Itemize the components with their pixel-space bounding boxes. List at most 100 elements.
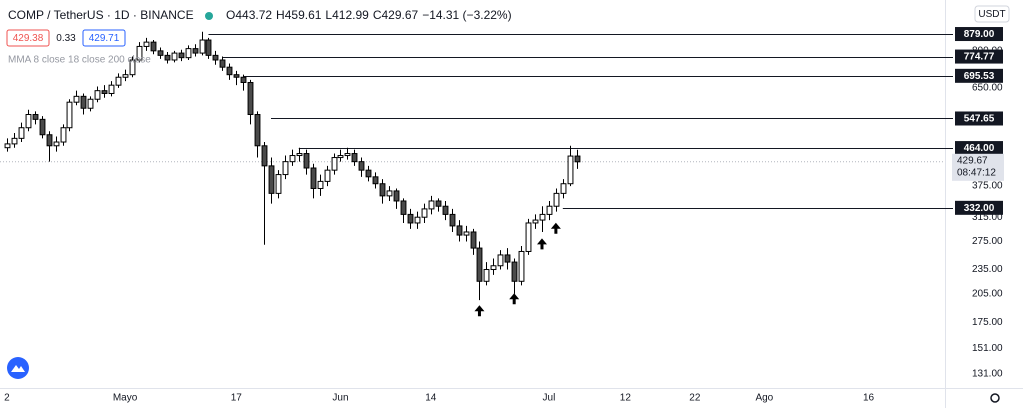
candle-body (400, 200, 407, 215)
y-tick-label: 175.00 (972, 317, 1003, 328)
candle-body (317, 180, 324, 189)
candle-body (53, 141, 60, 147)
level-price-box (955, 111, 1003, 126)
candle-body (504, 254, 511, 263)
candle-body (289, 155, 296, 163)
quote-label: H (276, 8, 285, 22)
y-tick-label: 131.00 (972, 368, 1003, 379)
overlay: COMP / TetherUS · 1D · BINANCE O443.72 H4… (6, 5, 1010, 403)
x-tick-label: Jun (332, 393, 348, 404)
quote-value: 429.67 (381, 8, 418, 22)
candle-body (435, 200, 442, 207)
candle-body (87, 98, 94, 109)
candle-body (66, 101, 73, 129)
candle-body (122, 74, 129, 78)
currency: USDT (978, 9, 1005, 20)
candle-body (476, 247, 483, 282)
last-price-label: 429.67 (957, 155, 988, 166)
y-tick-label: 315.00 (972, 212, 1003, 223)
level-price-box (955, 68, 1003, 83)
candle-body (490, 265, 497, 271)
currency-box[interactable] (974, 5, 1010, 23)
candle-body (324, 169, 331, 182)
candle-body (268, 165, 275, 194)
quote-value: 459.61 (285, 8, 322, 22)
candle-body (442, 205, 449, 215)
candle-body (553, 192, 560, 207)
ask-price: 429.71 (89, 33, 120, 44)
indicator-label: MMA 8 close 18 close 200 close (8, 55, 151, 66)
candle-body (226, 66, 233, 76)
level-price-box (955, 200, 1003, 215)
candle-body (428, 200, 435, 210)
candle-body (150, 41, 157, 52)
quote-change: −14.31 (−3.22%) (422, 8, 511, 22)
quote-label: C (373, 8, 382, 22)
candle-body (560, 183, 567, 194)
candle-body (358, 161, 365, 171)
candle-body (46, 134, 53, 147)
candle-body (532, 219, 539, 224)
settings-icon[interactable] (990, 393, 1000, 403)
candle-body (254, 114, 261, 147)
candle-body (108, 84, 115, 94)
candle-body (372, 176, 379, 185)
candle-body (233, 74, 240, 78)
candle-body (240, 76, 247, 83)
candle-body (574, 155, 581, 163)
candle-body (101, 90, 108, 94)
candle-body (337, 155, 344, 159)
level-price-label: 774.77 (964, 52, 995, 63)
candle-body (219, 59, 226, 68)
candle-body (25, 114, 32, 129)
quote-label: L (325, 8, 332, 22)
candle-body (192, 48, 199, 54)
level-price-label: 332.00 (964, 203, 995, 214)
level-price-box (955, 141, 1003, 156)
spread: 0.33 (56, 33, 76, 44)
quote-value: 412.99 (332, 8, 369, 22)
candle-body (39, 118, 46, 136)
candle-body (463, 231, 470, 236)
quote-value: 443.72 (235, 8, 272, 22)
candle-body (414, 216, 421, 224)
level-price-box (955, 27, 1003, 42)
symbol-title: COMP / TetherUS · 1D · BINANCE (8, 8, 194, 22)
plot: 131.00 151.00 175.00 205.00 235.00 275.00 315.… (0, 27, 1004, 404)
candle-body (199, 39, 206, 54)
candle-body (80, 95, 87, 109)
candle-body (497, 254, 504, 267)
arrow-marker (509, 293, 520, 305)
y-tick-label: 375.00 (972, 181, 1003, 192)
x-tick-label: 17 (231, 393, 243, 404)
y-tick-label: 275.00 (972, 236, 1003, 247)
x-tick-label: 14 (425, 393, 437, 404)
candle-body (212, 54, 219, 61)
bid-box[interactable] (6, 29, 50, 47)
candle-body (525, 222, 532, 252)
candle-body (386, 190, 393, 197)
countdown-label: 08:47:12 (957, 167, 996, 178)
candle-body (379, 183, 386, 197)
candle-body (261, 145, 268, 167)
y-tick-label: 205.00 (972, 289, 1003, 300)
ohlc-quote: O443.72 H459.61 L412.99 C429.67 −14.31 (−3.2… (226, 8, 512, 22)
candle-body (60, 127, 67, 143)
candle-body (164, 54, 171, 61)
candle-body (32, 114, 39, 120)
arrow-marker (536, 238, 547, 250)
candle-body (331, 157, 338, 171)
level-price-box (955, 49, 1003, 64)
candle-body (4, 143, 11, 149)
status-dot (205, 12, 213, 20)
x-tick-label: 12 (620, 393, 632, 404)
candle-body (143, 41, 150, 47)
candle-body (393, 190, 400, 202)
candle-body (539, 213, 546, 221)
y-tick-label: 235.00 (972, 264, 1003, 275)
candle-body (470, 231, 477, 249)
level-price-label: 464.00 (964, 143, 995, 154)
ask-box[interactable] (82, 29, 126, 47)
candle-body (11, 137, 18, 145)
